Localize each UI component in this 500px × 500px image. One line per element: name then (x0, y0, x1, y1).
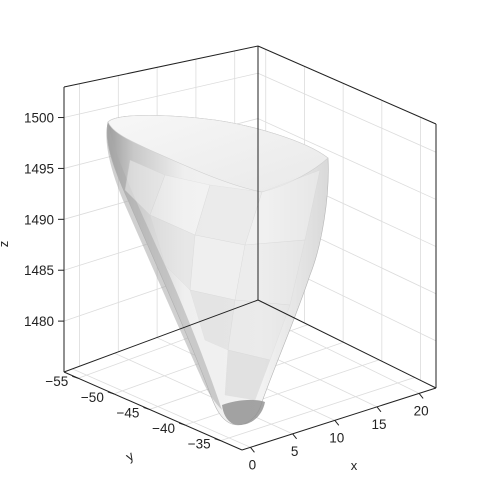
y-gridline-floor (220, 377, 415, 442)
z-gridline-right-wall (257, 72, 437, 153)
x-tick-mark (418, 393, 424, 399)
z-axis-label: z (0, 241, 11, 248)
y-tick-mark (107, 391, 114, 395)
surface-top-face (107, 115, 329, 193)
y-tick-label: −45 (117, 405, 140, 420)
z-gridline-right-wall (257, 118, 437, 200)
y-tick-label: −50 (81, 390, 104, 405)
y-tick-label: −40 (152, 421, 175, 436)
x-tick-label: 5 (291, 444, 299, 459)
surface-facets (124, 159, 321, 401)
box-floor-front-right (241, 387, 437, 451)
surface-facet (224, 349, 271, 401)
x-tick-label: 20 (414, 403, 429, 418)
y-tick-mark (214, 438, 221, 442)
z-tick-label: 1480 (24, 314, 54, 329)
x-axis-label: x (351, 458, 358, 473)
y-tick-label: −35 (188, 437, 211, 452)
x-gridline-floor (114, 352, 293, 435)
x-tick-label: 15 (371, 417, 386, 432)
z-tick-label: 1500 (24, 111, 54, 126)
x-tick-mark (250, 446, 255, 453)
x-tick-label: 0 (249, 457, 257, 472)
z-tick-label: 1490 (24, 212, 54, 227)
surface-mesh (106, 115, 329, 426)
box-floor-right-edge (257, 299, 437, 389)
axis-ticks: 1480 1485 1490 1495 1500 −35 −40 −45 −50 −55 0 5 10 1… (24, 111, 429, 473)
y-tick-mark (178, 422, 186, 426)
surface-bottom-tip (222, 399, 265, 425)
y-axis-label: y (123, 448, 137, 464)
z-gridline-left-wall (63, 72, 259, 118)
z-tick-label: 1485 (24, 263, 54, 278)
y-gridline-floor (184, 359, 380, 426)
box-top-right-edge (257, 45, 437, 125)
box-floor-front-left (63, 371, 243, 451)
x-tick-mark (334, 420, 340, 426)
z-tick-label: 1495 (24, 161, 54, 176)
x-tick-mark (376, 406, 382, 413)
y-tick-mark (143, 406, 150, 410)
x-gridline-floor (72, 368, 251, 448)
box-top-left-edge (63, 45, 259, 88)
box-floor-left-edge (63, 299, 259, 373)
y-tick-mark (72, 375, 79, 379)
x-tick-label: 10 (329, 430, 344, 445)
surface-left-shade (106, 122, 222, 410)
y-tick-label: −55 (45, 374, 68, 389)
axes-box (63, 45, 437, 451)
x-tick-mark (292, 433, 297, 440)
